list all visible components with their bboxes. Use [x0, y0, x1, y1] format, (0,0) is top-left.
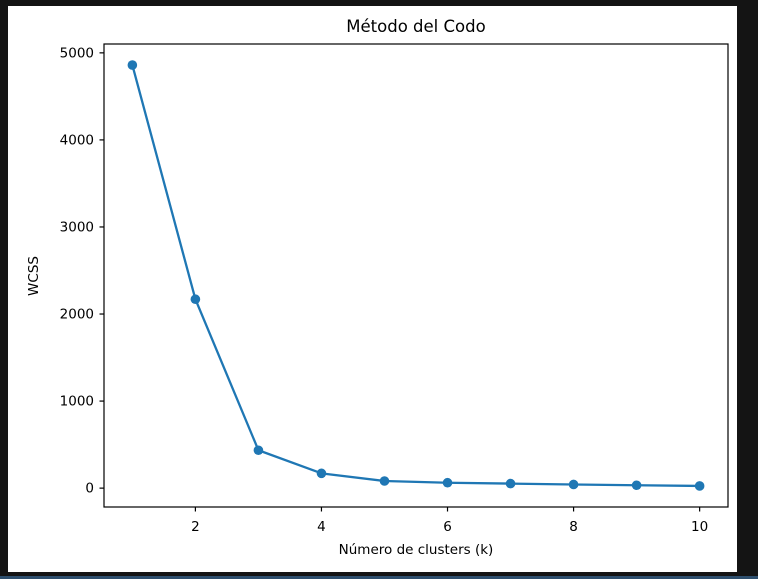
x-tick-label: 2 [191, 519, 200, 535]
data-point-marker [568, 479, 579, 490]
wcss-line [131, 64, 700, 488]
y-tick-label: 2000 [60, 307, 94, 323]
x-axis-label: Número de clusters (k) [338, 542, 494, 558]
matplotlib-figure: Método del Codo WCSS Número de clusters … [8, 6, 737, 572]
y-tick-label: 4000 [60, 132, 94, 148]
bottom-window-edge [0, 576, 758, 579]
y-tick-label: 3000 [60, 219, 94, 235]
axes-spines [103, 43, 729, 508]
data-point-marker [127, 60, 138, 70]
data-point-marker [442, 477, 453, 488]
chart-title: Método del Codo [346, 17, 486, 36]
data-point-marker [694, 481, 705, 491]
data-point-marker [505, 478, 516, 489]
data-point-marker [253, 445, 264, 456]
x-tick-label: 8 [569, 519, 578, 535]
y-tick-label: 1000 [60, 394, 94, 410]
data-point-marker [316, 468, 327, 479]
data-point-marker [379, 476, 390, 486]
x-tick-label: 6 [443, 519, 452, 535]
plot-area: 2 4 6 8 10 0 1000 2000 3000 4000 5000 [60, 43, 729, 535]
y-tick-label: 0 [85, 481, 94, 497]
data-point-marker [190, 294, 201, 305]
y-tick-label: 5000 [60, 45, 94, 61]
x-tick-label: 4 [317, 519, 326, 535]
data-point-marker [631, 480, 642, 491]
x-tick-label: 10 [691, 519, 708, 535]
